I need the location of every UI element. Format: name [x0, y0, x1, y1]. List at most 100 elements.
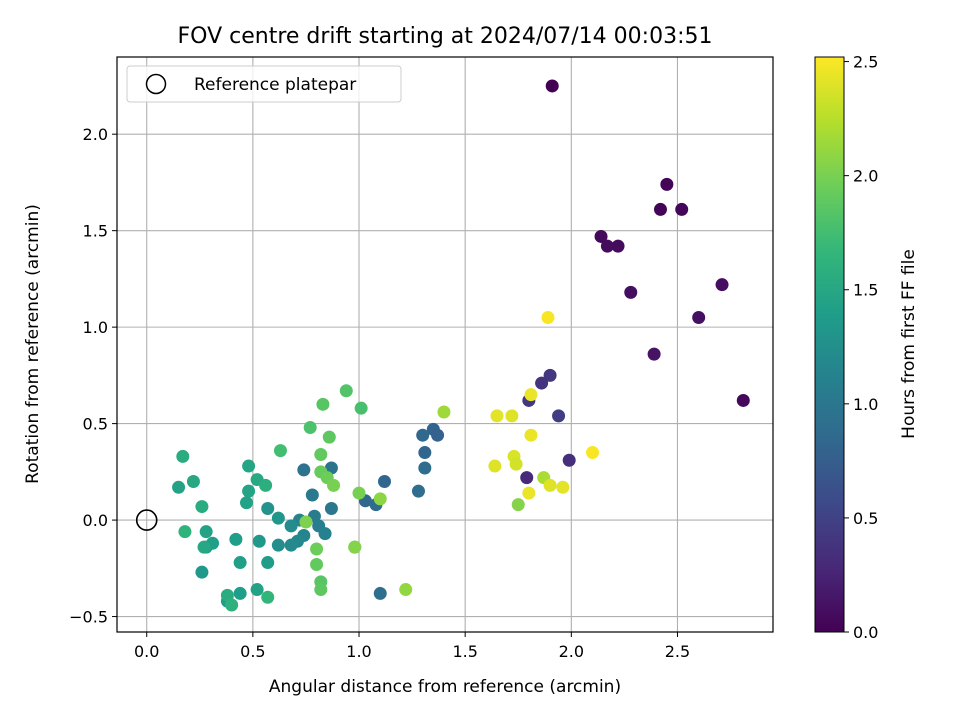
colorbar-tick-label-4: 2.0	[853, 167, 878, 186]
data-point-30	[324, 502, 338, 516]
y-tick-label-3: 1.0	[83, 318, 108, 337]
data-point-87	[399, 583, 413, 597]
data-point-85	[352, 486, 366, 500]
data-point-34	[318, 527, 332, 541]
y-tick-label-5: 2.0	[83, 125, 108, 144]
data-point-47	[240, 496, 254, 510]
data-point-52	[250, 583, 264, 597]
x-axis-ticks: 0.0 0.5 1.0 1.5 2.0 2.5	[134, 632, 690, 661]
reference-platepar-marker	[135, 509, 158, 531]
data-point-15	[552, 409, 566, 423]
y-tick-label-0: −0.5	[69, 608, 108, 627]
data-point-78	[299, 515, 313, 529]
x-axis-label: Angular distance from reference (arcmin)	[269, 677, 621, 697]
data-point-40	[284, 519, 298, 533]
colorbar-ticks: 0.0 0.5 1.0 1.5 2.0 2.5	[844, 53, 878, 642]
data-point-79	[310, 542, 324, 556]
data-point-89	[511, 498, 525, 512]
legend-box	[126, 65, 402, 103]
data-point-102	[586, 446, 600, 460]
data-point-1	[660, 177, 674, 191]
data-point-74	[314, 447, 328, 461]
y-axis-label: Rotation from reference (arcmin)	[23, 204, 43, 484]
data-point-22	[418, 461, 432, 475]
legend: Reference platepar	[126, 65, 402, 103]
data-point-82	[314, 583, 328, 597]
data-point-94	[490, 409, 504, 423]
colorbar-tick-label-2: 1.0	[853, 395, 878, 414]
data-point-21	[418, 446, 432, 460]
data-point-9	[692, 310, 706, 324]
chart-title: FOV centre drift starting at 2024/07/14 …	[178, 24, 713, 49]
data-point-96	[524, 428, 538, 442]
data-point-51	[259, 478, 273, 492]
data-point-0	[545, 79, 559, 93]
data-point-20	[431, 428, 445, 442]
data-point-64	[186, 474, 200, 488]
data-point-17	[520, 471, 534, 485]
data-point-46	[233, 556, 247, 570]
data-point-65	[172, 480, 186, 494]
data-point-5	[600, 239, 614, 253]
data-point-101	[541, 310, 555, 324]
data-point-71	[322, 430, 336, 444]
data-point-38	[284, 538, 298, 552]
x-tick-label-5: 2.5	[665, 642, 690, 661]
data-point-62	[197, 540, 211, 554]
data-point-39	[271, 538, 285, 552]
data-point-28	[297, 463, 311, 477]
data-point-49	[242, 459, 256, 473]
data-point-53	[233, 586, 247, 600]
data-point-67	[178, 525, 192, 539]
colorbar-gradient	[814, 56, 845, 633]
legend-marker-open-circle	[145, 73, 167, 95]
colorbar-tick-label-3: 1.5	[853, 281, 878, 300]
x-tick-label-4: 2.0	[559, 642, 584, 661]
data-point-12	[543, 368, 557, 382]
data-point-84	[348, 540, 362, 554]
data-point-6	[611, 239, 625, 253]
colorbar-tick-label-5: 2.5	[853, 53, 878, 72]
data-point-19	[416, 428, 430, 442]
plot-frame	[116, 56, 774, 633]
y-tick-label-1: 0.0	[83, 511, 108, 530]
data-point-2	[653, 202, 667, 216]
data-point-91	[488, 459, 502, 473]
data-point-31	[305, 488, 319, 502]
data-points	[135, 79, 750, 612]
data-point-44	[261, 556, 275, 570]
legend-entry-label: Reference platepar	[194, 75, 356, 95]
data-point-93	[509, 457, 523, 471]
y-tick-label-4: 1.5	[83, 222, 108, 241]
data-point-3	[675, 202, 689, 216]
data-point-66	[176, 449, 190, 463]
colorbar-label: Hours from first FF file	[899, 249, 919, 439]
data-point-4	[594, 229, 608, 243]
data-point-8	[624, 285, 638, 299]
data-point-70	[316, 397, 330, 411]
data-point-97	[524, 388, 538, 402]
x-tick-label-0: 0.0	[134, 642, 159, 661]
data-point-98	[522, 486, 536, 500]
x-tick-label-2: 1.0	[346, 642, 371, 661]
x-tick-label-1: 0.5	[240, 642, 265, 661]
data-point-58	[195, 565, 209, 579]
data-point-63	[195, 500, 209, 514]
data-point-68	[273, 444, 287, 458]
data-point-10	[647, 347, 661, 361]
y-axis-ticks: −0.5 0.0 0.5 1.0 1.5 2.0	[69, 125, 117, 627]
data-point-45	[229, 532, 243, 546]
data-point-7	[715, 278, 729, 292]
colorbar-tick-label-0: 0.0	[853, 623, 878, 642]
data-point-48	[242, 484, 256, 498]
data-point-80	[310, 557, 324, 571]
data-point-95	[505, 409, 519, 423]
data-point-43	[252, 534, 266, 548]
colorbar: 0.0 0.5 1.0 1.5 2.0 2.5 Hours from first FF f…	[814, 53, 919, 642]
data-point-23	[411, 484, 425, 498]
data-point-99	[543, 478, 557, 492]
data-point-41	[261, 502, 275, 516]
data-point-69	[303, 420, 317, 434]
x-tick-label-3: 1.5	[452, 642, 477, 661]
